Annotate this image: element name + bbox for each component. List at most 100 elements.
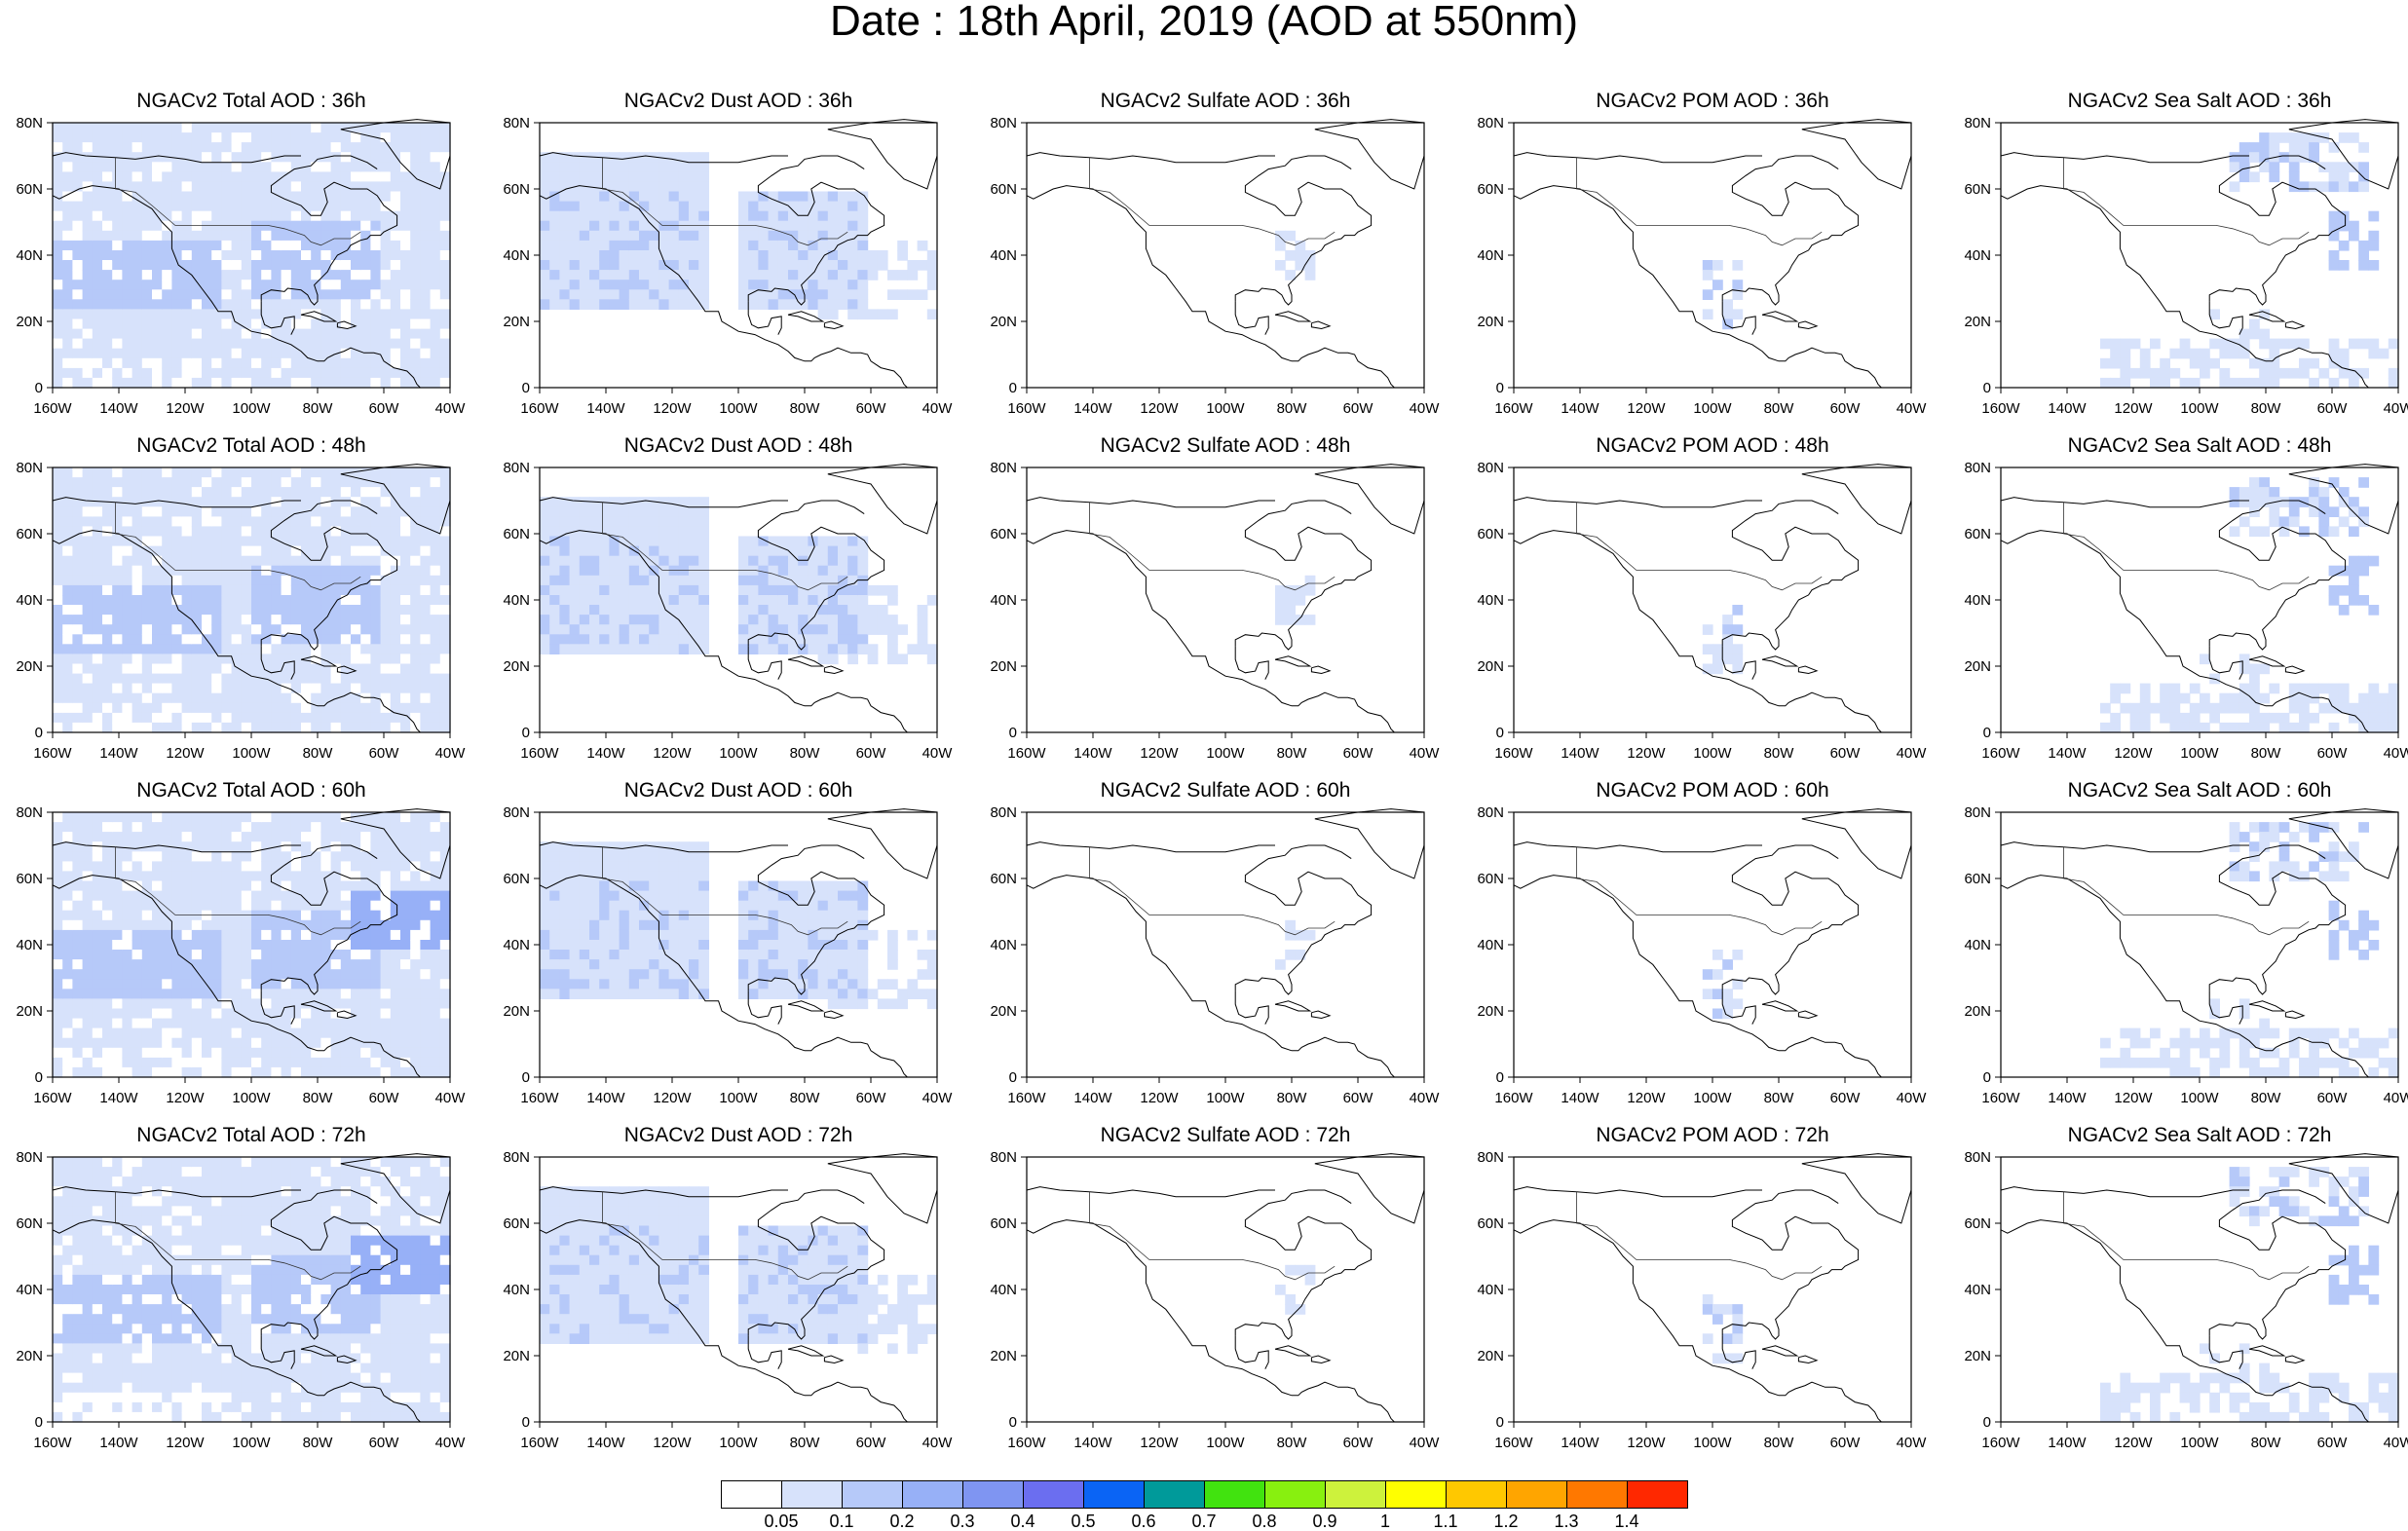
aod-field — [1702, 950, 1744, 1020]
border-line — [1089, 502, 1336, 591]
x-tick-label: 100W — [1206, 1090, 1245, 1106]
x-tick-label: 120W — [166, 1435, 205, 1451]
y-tick-label: 80N — [1964, 804, 1991, 821]
coastline — [260, 990, 295, 1025]
coastline — [1721, 500, 1860, 651]
aod-field — [2100, 477, 2399, 733]
coastline — [260, 1189, 398, 1340]
y-tick-label: 40N — [1477, 247, 1504, 264]
border-line — [115, 157, 361, 246]
y-tick-label: 60N — [1964, 1215, 1991, 1232]
x-tick-label: 60W — [1343, 1090, 1374, 1106]
colorbar-label: 0.3 — [950, 1512, 975, 1531]
x-tick-label: 60W — [369, 1435, 400, 1451]
coastline — [747, 646, 782, 680]
colorbar-swatch — [1325, 1480, 1386, 1509]
coastline — [2208, 646, 2243, 680]
x-tick-label: 100W — [2180, 745, 2219, 762]
coastline — [2208, 500, 2347, 651]
coastline — [336, 665, 357, 675]
x-tick-label: 80W — [303, 400, 334, 417]
colorbar-swatch — [1385, 1480, 1447, 1509]
map-panel: NGACv2 Dust AOD : 36h 160W 140W 120W 100W 80W… — [503, 90, 953, 421]
coastline — [1234, 844, 1373, 995]
y-tick-label: 20N — [16, 314, 43, 330]
map-panel: NGACv2 Total AOD : 48h 160W 140W 120W 100W 80… — [16, 434, 466, 766]
coastline — [52, 841, 301, 853]
y-tick-label: 20N — [1477, 658, 1504, 675]
coastline — [2000, 530, 2369, 733]
x-tick-label: 140W — [99, 1435, 138, 1451]
coastline — [1274, 1345, 1312, 1357]
y-tick-label: 80N — [503, 460, 530, 476]
border-line — [2063, 846, 2310, 936]
x-tick-label: 140W — [586, 1090, 625, 1106]
coastline — [823, 1010, 845, 1020]
x-tick-label: 120W — [1627, 1435, 1666, 1451]
x-tick-label: 160W — [1007, 745, 1046, 762]
map-plot: 160W 140W 120W 100W 80W 60W 40W 80N 60N 40N 20N 0 — [990, 115, 1440, 417]
border-line — [1089, 157, 1336, 246]
coastline — [2000, 1186, 2249, 1198]
x-tick-label: 80W — [1764, 1090, 1795, 1106]
y-tick-label: 0 — [1496, 1069, 1504, 1086]
y-tick-label: 20N — [1964, 314, 1991, 330]
y-tick-label: 40N — [1964, 937, 1991, 953]
map-panel: NGACv2 Sea Salt AOD : 36h 160W 140W 120W 100… — [1964, 90, 2408, 421]
coastline — [340, 1153, 451, 1224]
coastline — [1513, 841, 1762, 853]
coastline — [539, 152, 788, 164]
map-plot: 160W 140W 120W 100W 80W 60W 40W 80N 60N 40N 20N 0 — [1964, 804, 2408, 1106]
x-tick-label: 120W — [1627, 1090, 1666, 1106]
y-tick-label: 0 — [35, 1414, 43, 1431]
x-tick-label: 160W — [1007, 1435, 1046, 1451]
coastline — [52, 497, 301, 508]
y-tick-label: 20N — [16, 1003, 43, 1020]
y-tick-label: 80N — [1477, 804, 1504, 821]
colorbar-label: 0.5 — [1071, 1512, 1096, 1531]
x-tick-label: 60W — [2317, 1435, 2349, 1451]
y-tick-label: 0 — [1983, 1414, 1991, 1431]
aod-field — [1702, 1294, 1744, 1364]
x-tick-label: 160W — [1981, 745, 2020, 762]
coastline — [336, 1355, 357, 1364]
coastline — [1234, 301, 1269, 335]
x-tick-label: 60W — [1343, 1435, 1374, 1451]
coastline — [1314, 808, 1425, 879]
x-tick-label: 160W — [1981, 1090, 2020, 1106]
x-tick-label: 80W — [790, 400, 821, 417]
colorbar-label: 0.1 — [829, 1512, 854, 1531]
panel-title: NGACv2 Sulfate AOD : 60h — [1100, 779, 1351, 802]
x-tick-label: 160W — [520, 1435, 559, 1451]
colorbar-swatch — [1264, 1480, 1326, 1509]
panel-title: NGACv2 Dust AOD : 48h — [623, 434, 853, 457]
coastline — [2288, 464, 2399, 535]
y-tick-label: 0 — [1983, 725, 1991, 741]
map-plot: 160W 140W 120W 100W 80W 60W 40W 80N 60N 40N 20N 0 — [503, 1149, 953, 1451]
coastline — [336, 1010, 357, 1020]
y-tick-label: 0 — [1983, 380, 1991, 396]
map-plot: 160W 140W 120W 100W 80W 60W 40W 80N 60N 40N 20N 0 — [1964, 1149, 2408, 1451]
coastline — [1314, 119, 1425, 190]
map-plot: 160W 140W 120W 100W 80W 60W 40W 80N 60N 40N 20N 0 — [1964, 460, 2408, 762]
coastline — [340, 119, 451, 190]
x-tick-label: 80W — [303, 1090, 334, 1106]
map-panel: NGACv2 Sulfate AOD : 36h 160W 140W 120W 100W… — [990, 90, 1440, 421]
x-tick-label: 100W — [1693, 400, 1732, 417]
map-panel: NGACv2 POM AOD : 60h 160W 140W 120W 100W 80W 6… — [1477, 779, 1927, 1110]
x-tick-label: 140W — [1561, 1435, 1599, 1451]
x-tick-label: 80W — [790, 745, 821, 762]
colorbar-label: 0.7 — [1191, 1512, 1217, 1531]
y-tick-label: 20N — [503, 658, 530, 675]
coastline — [2000, 497, 2249, 508]
y-tick-label: 80N — [990, 115, 1017, 131]
aod-field — [2100, 822, 2399, 1078]
y-tick-label: 0 — [522, 725, 530, 741]
map-panel: NGACv2 Sea Salt AOD : 72h 160W 140W 120W 100… — [1964, 1124, 2408, 1455]
colorbar-label: 0.9 — [1312, 1512, 1337, 1531]
coastline — [260, 646, 295, 680]
x-tick-label: 100W — [719, 400, 758, 417]
coastline — [1310, 1010, 1332, 1020]
x-tick-label: 60W — [856, 400, 887, 417]
x-tick-label: 120W — [2114, 400, 2153, 417]
